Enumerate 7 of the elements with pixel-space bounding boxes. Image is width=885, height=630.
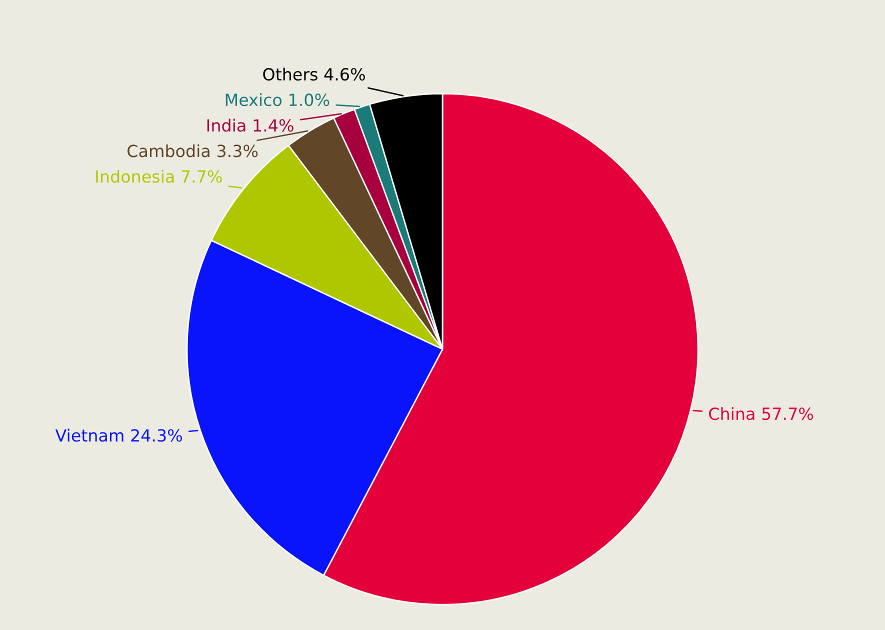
slice-label: China 57.7% <box>709 407 814 420</box>
slice-label: Vietnam 24.3% <box>55 428 182 442</box>
slice-label: Mexico 1.0% <box>226 93 330 106</box>
slice-label: Cambodia 3.3% <box>128 144 258 158</box>
slice-label: India 1.4% <box>207 118 294 132</box>
slice-label: Indonesia 7.7% <box>96 170 222 183</box>
slice-label: Others 4.6% <box>263 68 365 81</box>
